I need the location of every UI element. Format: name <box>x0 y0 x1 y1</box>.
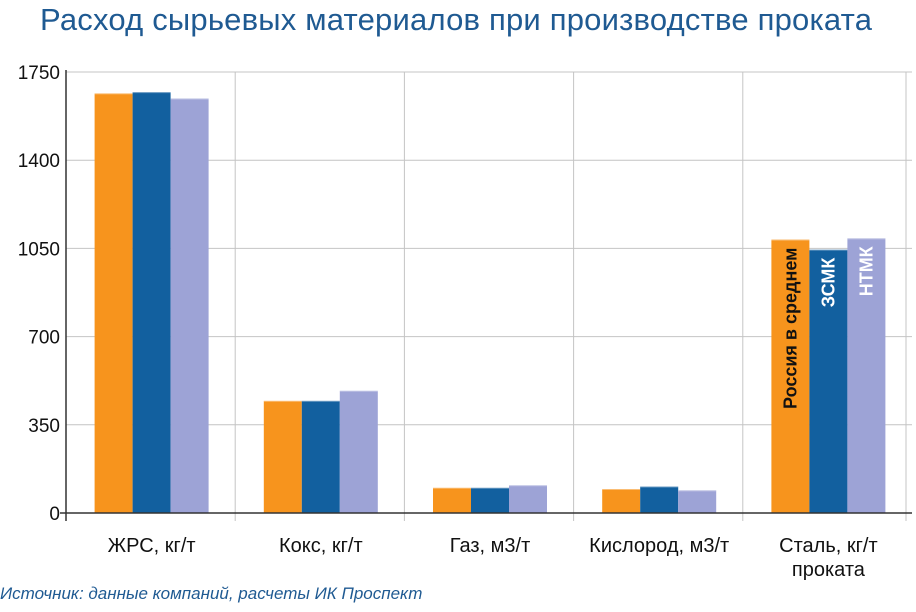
category-label: Кислород, м3/т <box>589 535 729 557</box>
y-tick-label: 1050 <box>18 239 60 260</box>
bar-3-2 <box>678 490 717 513</box>
bar-chart: 0 350 700 1050 1400 1750 ЖРС, кг/т Кокс, кг/т Га… <box>18 63 912 580</box>
bar-2-0 <box>433 487 471 513</box>
category-label: Кокс, кг/т <box>279 535 363 557</box>
axes <box>60 70 912 521</box>
category-label: Газ, м3/т <box>450 535 530 557</box>
category-label: ЖРС, кг/т <box>108 535 196 557</box>
chart-title: Расход сырьевых материалов при производс… <box>40 2 873 37</box>
bar-4-2 <box>847 238 886 513</box>
bar-1-2 <box>339 390 378 513</box>
y-tick-label: 700 <box>28 328 60 349</box>
y-tick-label: 1400 <box>18 151 60 172</box>
bars <box>94 92 886 514</box>
source-note: Источник: данные компаний, расчеты ИК Пр… <box>0 584 423 603</box>
series-label-0: Россия в среднем <box>780 248 800 409</box>
category-label: проката <box>792 559 866 580</box>
labels: 0 350 700 1050 1400 1750 ЖРС, кг/т Кокс, кг/т Га… <box>18 63 878 580</box>
y-tick-label: 350 <box>28 416 60 437</box>
y-tick-label: 0 <box>49 504 60 525</box>
bar-4-0 <box>771 239 810 513</box>
category-label: Сталь, кг/т <box>779 535 877 557</box>
bar-0-2 <box>170 98 209 514</box>
series-label-2: НТМК <box>856 245 876 296</box>
bar-4-1 <box>809 249 848 513</box>
series-label-1: ЗСМК <box>818 257 838 308</box>
bar-0-1 <box>132 92 171 513</box>
bar-2-2 <box>509 485 547 513</box>
bar-0-0 <box>94 93 133 514</box>
y-tick-label: 1750 <box>18 63 60 84</box>
bar-3-1 <box>640 486 679 513</box>
bar-1-1 <box>301 400 340 513</box>
bar-3-0 <box>602 489 641 513</box>
bar-2-1 <box>471 487 509 513</box>
bar-1-0 <box>263 400 302 513</box>
